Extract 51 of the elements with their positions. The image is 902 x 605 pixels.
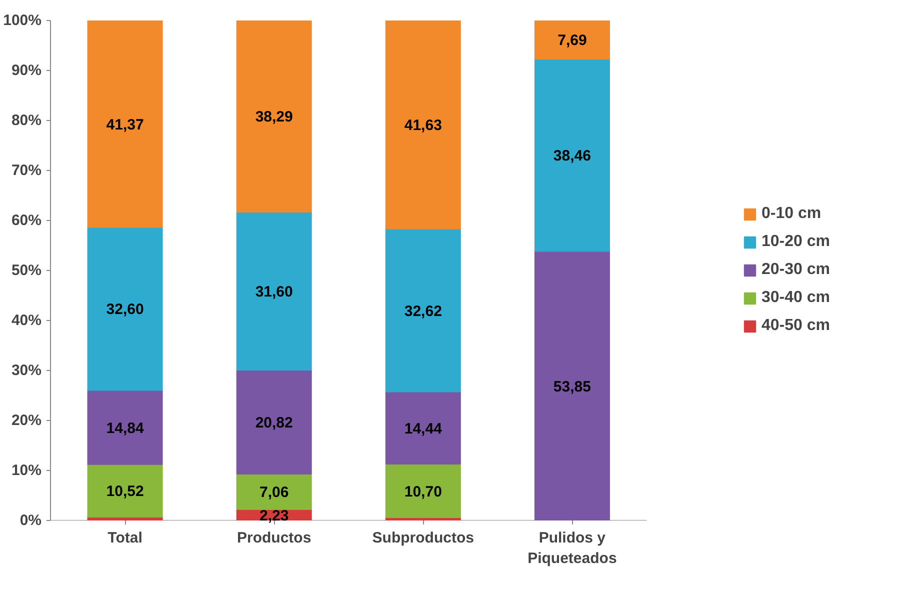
bar <box>534 250 610 520</box>
data-label: 7,06 <box>259 484 289 502</box>
data-label: 10,70 <box>404 483 442 500</box>
x-tick-label: Pulidos y Piqueteados <box>528 530 617 567</box>
data-label: 2,23 <box>259 507 289 524</box>
data-label: 7,69 <box>558 32 587 50</box>
bar <box>534 58 610 252</box>
data-label: 41,63 <box>404 117 442 134</box>
data-label: 14,44 <box>404 420 443 438</box>
y-tick-label: 20% <box>11 412 42 429</box>
data-label: 20,82 <box>255 414 293 432</box>
bar <box>385 228 461 392</box>
bar <box>236 369 312 475</box>
data-label: 38,46 <box>553 148 591 165</box>
y-tick-label: 30% <box>11 362 42 379</box>
x-tick-label: Subproductos <box>372 530 474 546</box>
legend-label: 40-50 cm <box>762 317 830 335</box>
data-label: 53,85 <box>553 378 591 396</box>
y-tick-label: 60% <box>11 212 42 229</box>
bar <box>87 390 163 465</box>
bar <box>385 464 461 518</box>
bar <box>236 474 312 510</box>
y-tick-label: 10% <box>11 462 42 479</box>
bar <box>87 20 163 228</box>
bar <box>534 20 610 60</box>
data-label: 38,29 <box>255 108 293 126</box>
y-tick-label: 80% <box>11 112 42 129</box>
bar <box>236 211 312 370</box>
y-tick-label: 40% <box>11 312 42 329</box>
data-label: 31,60 <box>255 283 293 300</box>
data-label: 32,60 <box>106 301 144 318</box>
legend-label: 20-30 cm <box>762 261 830 279</box>
data-label: 10,52 <box>106 483 144 500</box>
x-tick-label: Productos <box>237 530 312 546</box>
x-tick-label: Total <box>108 530 142 546</box>
data-label: 32,62 <box>404 302 442 320</box>
data-label: 14,84 <box>106 420 144 437</box>
y-tick-label: 90% <box>11 62 42 79</box>
y-tick-label: 100% <box>3 12 42 29</box>
y-tick-label: 50% <box>11 262 42 279</box>
legend-label: 0-10 cm <box>762 205 822 223</box>
bar <box>385 391 461 464</box>
bar <box>236 20 312 212</box>
data-label: 41,37 <box>106 116 144 134</box>
y-tick-label: 70% <box>11 162 42 179</box>
y-tick-label: 0% <box>20 512 42 529</box>
bar <box>87 464 163 518</box>
bar <box>87 226 163 391</box>
legend-label: 30-40 cm <box>762 289 830 307</box>
bar <box>385 20 461 230</box>
legend-label: 10-20 cm <box>762 233 830 251</box>
